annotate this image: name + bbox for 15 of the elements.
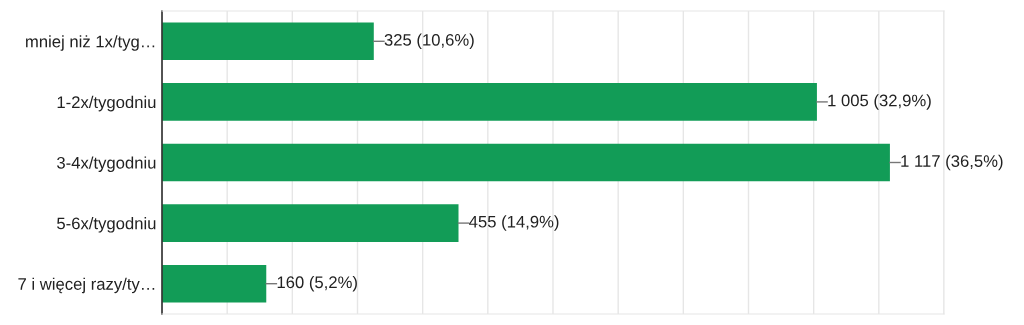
y-tick-label: mniej niż 1x/tyg… xyxy=(26,35,155,51)
data-label: 1 117 (36,5%) xyxy=(901,154,1003,171)
bar xyxy=(162,83,817,121)
bar xyxy=(162,143,890,182)
data-label: 455 (14,9%) xyxy=(469,215,559,231)
data-label: 1 005 (32,9%) xyxy=(828,94,931,110)
y-tick-label: 5-6x/tygodniu xyxy=(57,217,156,233)
bar xyxy=(162,264,267,303)
bar xyxy=(162,204,459,242)
y-tick-label: 3-4x/tygodniu xyxy=(57,156,156,172)
data-label: 160 (5,2%) xyxy=(277,275,357,292)
y-tick-label: 7 i więcej razy/ty… xyxy=(18,277,155,294)
data-label: 325 (10,6%) xyxy=(384,33,474,50)
bar xyxy=(162,22,374,61)
y-tick-label: 1-2x/tygodniu xyxy=(57,95,156,112)
